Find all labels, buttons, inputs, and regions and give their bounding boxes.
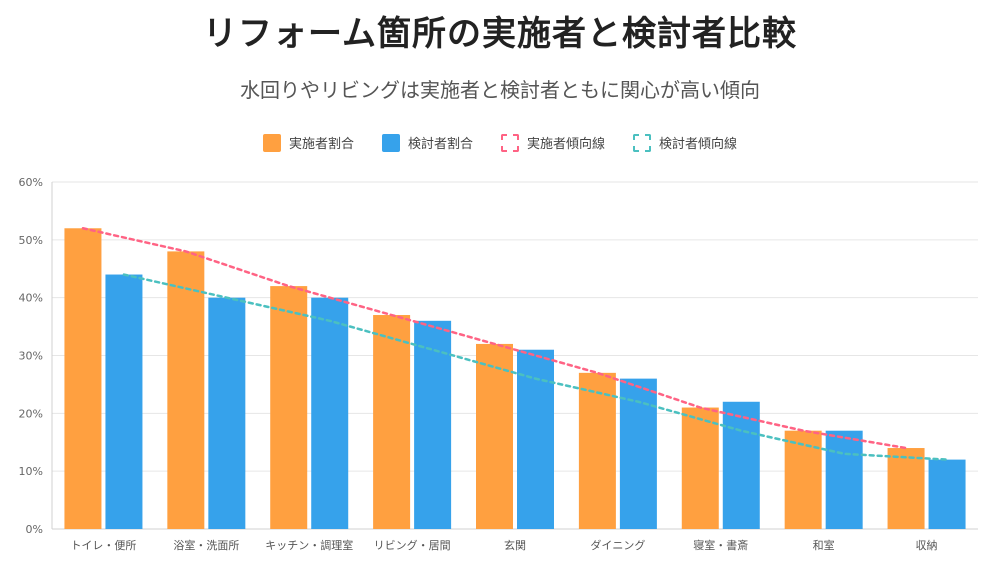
y-tick-label: 20% — [19, 407, 43, 420]
trend-line-actual — [81, 227, 908, 450]
trend-line-considering — [122, 273, 949, 461]
x-tick-label: リビング・居間 — [374, 538, 451, 552]
legend-item-actual-bar[interactable]: 実施者割合 — [262, 133, 354, 152]
legend-item-considering-bar[interactable]: 検討者割合 — [381, 133, 473, 152]
bar-actual — [64, 228, 102, 529]
legend-item-actual-trend[interactable]: 実施者傾向線 — [501, 133, 605, 152]
bar-actual — [681, 407, 719, 529]
legend-label-actual-bar: 実施者割合 — [288, 137, 354, 152]
x-tick-label: 寝室・書斎 — [693, 538, 748, 552]
bar-considering — [928, 459, 966, 529]
bar-considering — [105, 274, 143, 529]
y-tick-label: 50% — [19, 234, 43, 247]
x-tick-label: 和室 — [813, 538, 835, 552]
y-tick-label: 10% — [19, 465, 43, 478]
legend-swatch-considering-trend — [633, 133, 652, 152]
bar-considering — [208, 297, 246, 529]
y-tick-label: 0% — [26, 523, 43, 536]
x-tick-label: 浴室・洗面所 — [173, 538, 239, 552]
bar-actual — [373, 315, 411, 529]
bar-considering — [311, 297, 349, 529]
y-tick-label: 40% — [19, 292, 43, 305]
legend-label-considering-trend: 検討者傾向線 — [659, 137, 738, 152]
legend-item-considering-trend[interactable]: 検討者傾向線 — [633, 133, 737, 152]
legend-label-actual-trend: 実施者傾向線 — [527, 137, 606, 152]
x-tick-label: 玄関 — [504, 538, 526, 552]
legend-swatch-actual-trend — [501, 133, 519, 152]
x-tick-label: ダイニング — [590, 538, 645, 552]
x-tick-label: 収納 — [916, 539, 938, 552]
bar-actual — [270, 286, 308, 529]
legend-swatch-actual-bar — [262, 133, 281, 152]
chart-title: リフォーム箇所の実施者と検討者比較 — [203, 14, 797, 54]
chart-subtitle: 水回りやリビングは実施者と検討者ともに関心が高い傾向 — [240, 78, 760, 102]
bar-considering — [722, 401, 760, 529]
bar-considering — [414, 320, 452, 529]
y-tick-label: 60% — [19, 176, 43, 189]
y-tick-label: 30% — [19, 350, 43, 363]
bar-actual — [167, 251, 205, 529]
bar-considering — [517, 349, 554, 529]
bar-actual — [887, 448, 925, 529]
bar-actual — [578, 372, 616, 529]
bar-actual — [476, 343, 513, 529]
x-tick-label: トイレ・便所 — [70, 539, 136, 552]
legend-label-considering-bar: 検討者割合 — [407, 137, 473, 152]
bar-considering — [825, 430, 863, 529]
x-tick-label: キッチン・調理室 — [265, 538, 353, 552]
legend-swatch-considering-bar — [381, 133, 400, 152]
chart-legend: 実施者割合 検討者割合 実施者傾向線 検討者傾向線 — [0, 133, 1000, 152]
bar-considering — [619, 378, 657, 529]
